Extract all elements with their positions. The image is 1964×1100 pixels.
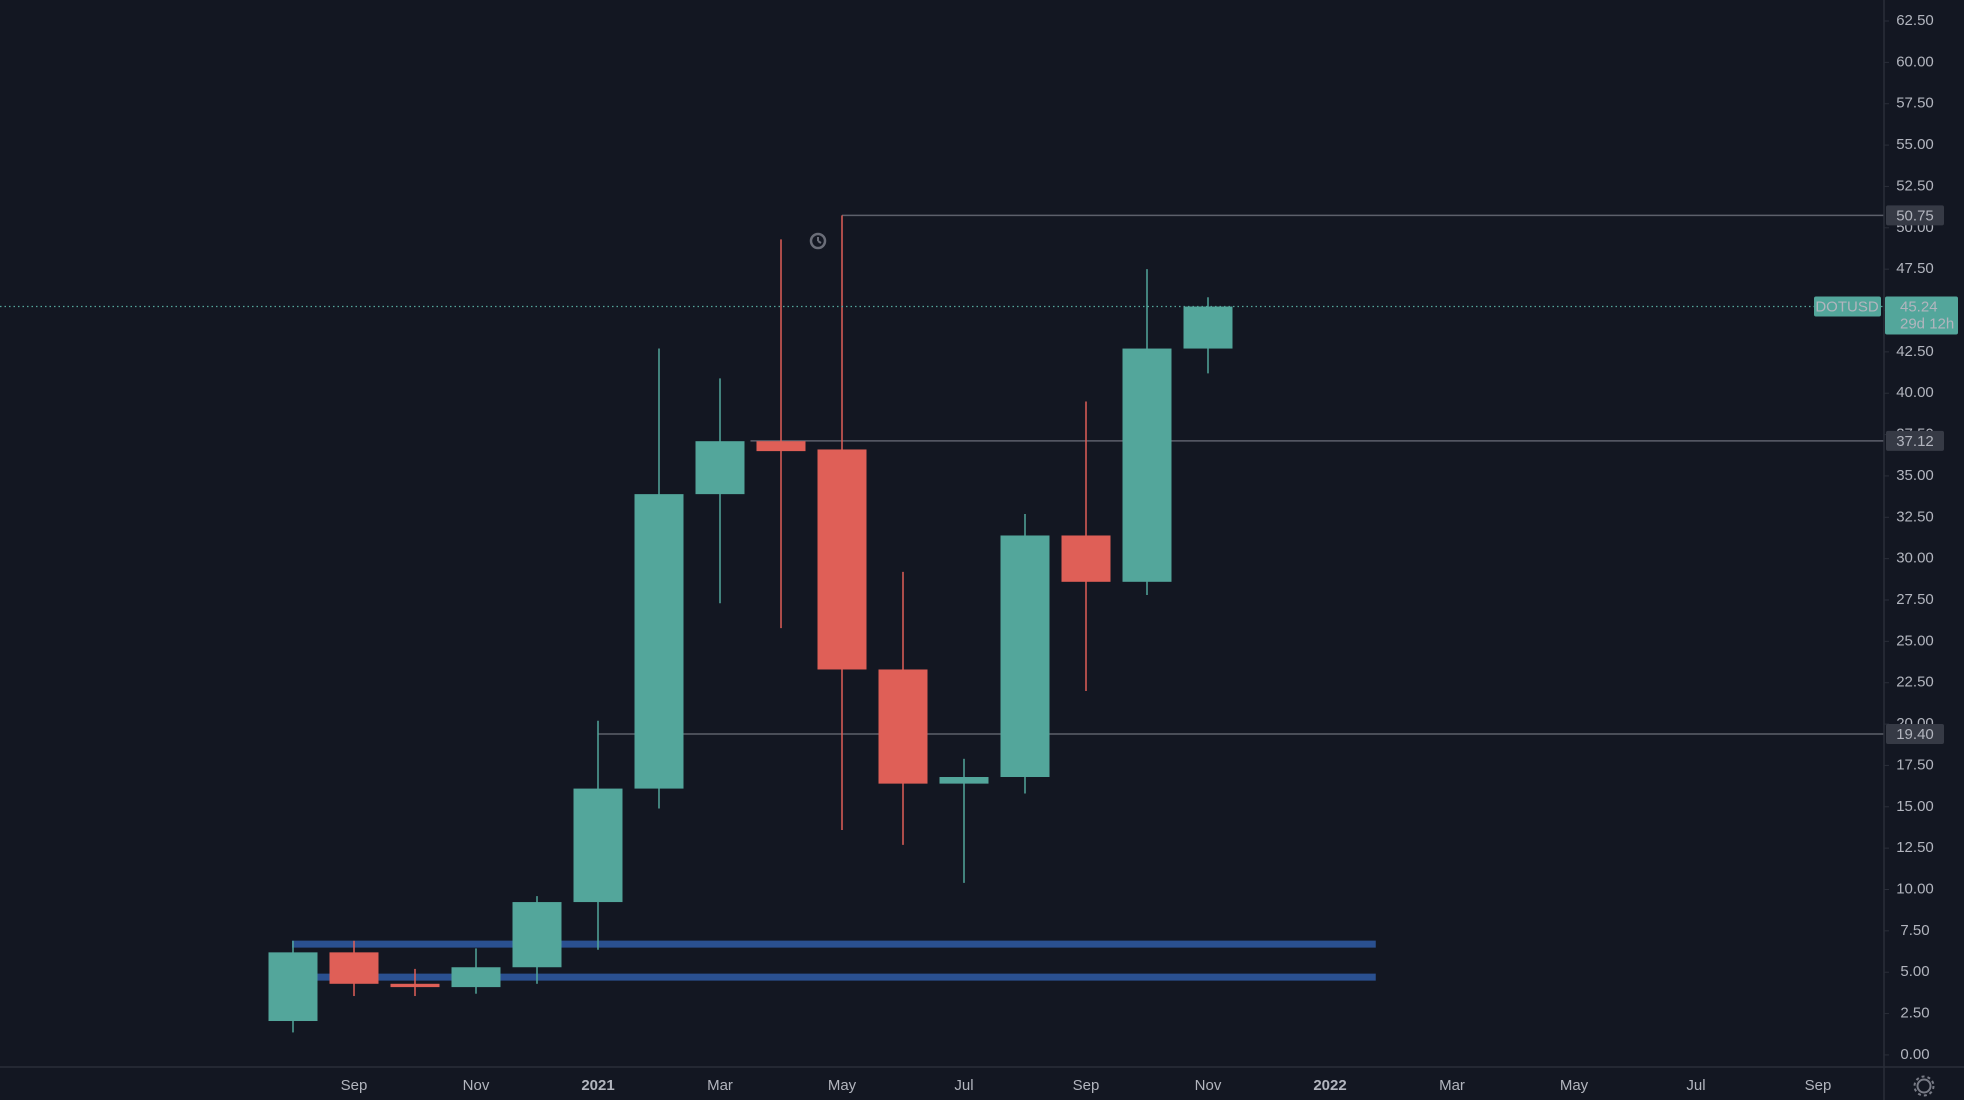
x-tick-label: Mar [707, 1077, 733, 1094]
x-tick-label: Sep [341, 1077, 368, 1094]
y-tick-label: 42.50 [1896, 343, 1934, 360]
y-tick-label: 10.00 [1896, 880, 1934, 897]
y-tick-label: 27.50 [1896, 591, 1934, 608]
candle-body [451, 967, 501, 988]
price-tag-label: 37.12 [1896, 433, 1934, 450]
y-tick-label: 25.00 [1896, 632, 1934, 649]
candle-body [1122, 348, 1172, 582]
candle-body [756, 441, 806, 452]
y-tick-label: 17.50 [1896, 756, 1934, 773]
y-tick-label: 0.00 [1900, 1046, 1929, 1063]
y-tick-label: 57.50 [1896, 95, 1934, 112]
y-tick-label: 15.00 [1896, 798, 1934, 815]
y-tick-label: 62.50 [1896, 12, 1934, 29]
x-tick-label: May [1560, 1077, 1589, 1094]
alert-icon[interactable] [809, 232, 827, 250]
candle-body [817, 449, 867, 670]
countdown-label: 29d 12h [1900, 316, 1954, 333]
candle-body [1061, 535, 1111, 582]
candle-body [268, 952, 318, 1022]
candle-body [329, 952, 379, 984]
y-tick-label: 40.00 [1896, 384, 1934, 401]
x-tick-label: Sep [1805, 1077, 1832, 1094]
y-tick-label: 60.00 [1896, 53, 1934, 70]
x-tick-label: Sep [1073, 1077, 1100, 1094]
price-tag [1886, 723, 1944, 744]
candle-body [512, 902, 562, 968]
y-tick-label: 35.00 [1896, 467, 1934, 484]
x-tick-label: Mar [1439, 1077, 1465, 1094]
x-tick-label: May [828, 1077, 857, 1094]
price-tag-label: 19.40 [1896, 726, 1934, 743]
x-tick-label: Nov [463, 1077, 490, 1094]
candle-body [939, 777, 989, 784]
plot-area [0, 214, 1884, 1033]
price-tag-label: 50.75 [1896, 207, 1934, 224]
price-tag [1886, 205, 1944, 226]
candle-body [878, 669, 928, 784]
last-price-tag [1885, 296, 1958, 335]
y-tick-label: 55.00 [1896, 136, 1934, 153]
candle-body [1183, 306, 1233, 349]
settings-icon[interactable] [1913, 1075, 1935, 1097]
price-tag [1886, 430, 1944, 451]
y-tick-label: 5.00 [1900, 963, 1929, 980]
candle-body [390, 983, 440, 988]
y-tick-label: 52.50 [1896, 177, 1934, 194]
y-tick-label: 30.00 [1896, 550, 1934, 567]
y-tick-label: 12.50 [1896, 839, 1934, 856]
x-tick-label: Jul [954, 1077, 973, 1094]
last-price-label: 45.24 [1900, 299, 1938, 316]
x-tick-label: 2021 [581, 1077, 614, 1094]
symbol-label: DOTUSD [1815, 299, 1879, 316]
candle-body [634, 494, 684, 789]
candle-body [1000, 535, 1050, 778]
y-tick-label: 47.50 [1896, 260, 1934, 277]
candle-body [573, 788, 623, 903]
x-tick-label: Nov [1195, 1077, 1222, 1094]
price-axis: 0.002.505.007.5010.0012.5015.0017.5020.0… [1884, 12, 1958, 1063]
y-tick-label: 32.50 [1896, 508, 1934, 525]
y-tick-label: 2.50 [1900, 1005, 1929, 1022]
x-tick-label: Jul [1686, 1077, 1705, 1094]
y-tick-label: 7.50 [1900, 922, 1929, 939]
symbol-tag [1814, 296, 1881, 317]
x-tick-label: 2022 [1313, 1077, 1346, 1094]
candle-body [695, 441, 745, 495]
y-tick-label: 22.50 [1896, 674, 1934, 691]
